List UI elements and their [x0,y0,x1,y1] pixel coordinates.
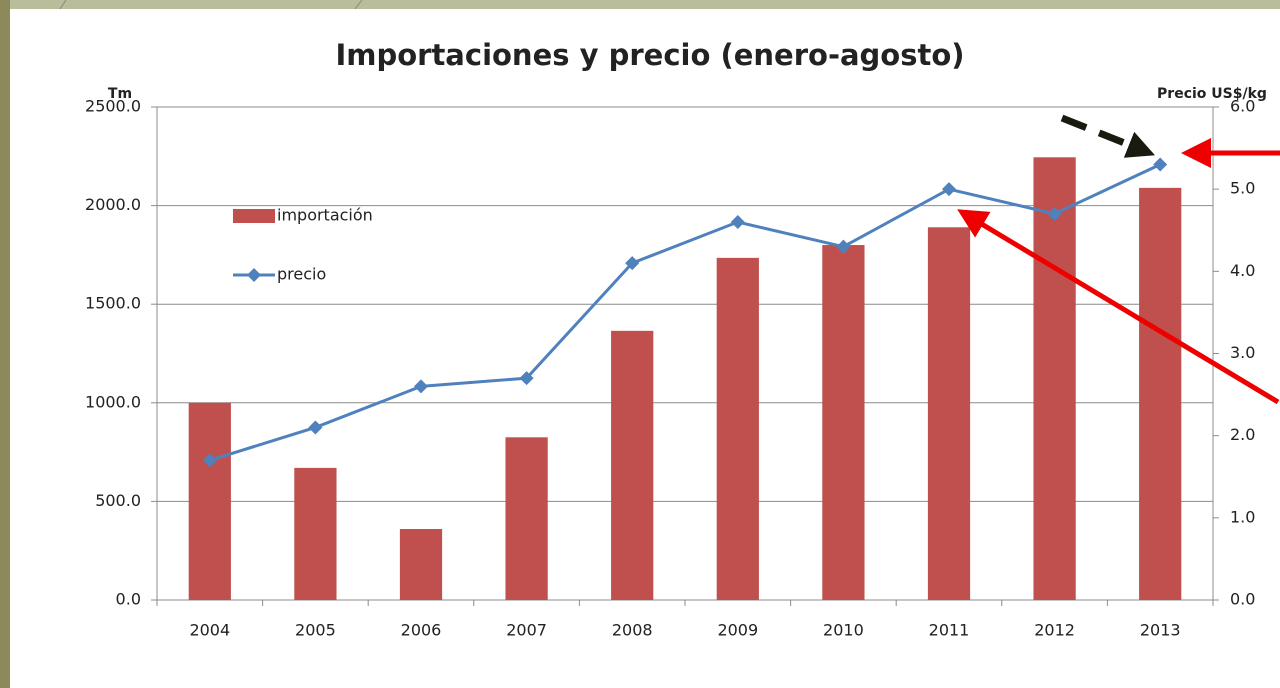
x-tick-label: 2008 [612,621,653,640]
marker [625,256,640,271]
x-tick-label: 2009 [717,621,758,640]
marker [730,215,745,230]
marker [202,453,217,468]
x-tick-label: 2011 [929,621,970,640]
bar [822,245,865,601]
legend-label: importación [277,206,373,225]
y-tick-label: 1500.0 [85,294,141,313]
x-tick-label: 2007 [506,621,547,640]
left-strip [0,0,10,688]
annotation-arrow [957,209,1280,405]
y2-tick-label: 6.0 [1230,97,1255,116]
bar [188,402,231,600]
line [209,163,1161,462]
bar [399,529,443,600]
y-axis-title: Tm [108,86,132,102]
legend-label: precio [277,265,326,284]
x-tick-label: 2005 [295,621,336,640]
marker [308,420,323,435]
legend-swatch [233,209,275,223]
y-tick-label: 0.0 [116,590,141,609]
bar [1033,157,1076,600]
y-tick-label: 500.0 [95,491,141,510]
annotation-arrow [1060,114,1155,158]
bar [294,467,337,600]
bar [716,257,759,600]
x-tick-label: 2004 [189,621,230,640]
bar [505,437,548,600]
x-tick-label: 2010 [823,621,864,640]
top-strip [0,0,1280,9]
marker [942,182,956,197]
marker [836,239,851,254]
y2-axis-title: Precio US$/kg [1157,86,1267,102]
bar [611,330,654,600]
legend-marker [247,268,261,282]
marker [414,379,428,394]
y2-tick-label: 4.0 [1230,261,1255,280]
marker [1153,157,1168,172]
bar [927,227,971,601]
marker [1047,206,1062,221]
y2-tick-label: 2.0 [1230,425,1255,444]
strip-line [59,0,67,10]
strip-line [354,0,363,10]
bar [1139,187,1182,601]
annotations [957,114,1280,405]
y2-tick-label: 1.0 [1230,507,1255,526]
x-tick-label: 2013 [1140,621,1181,640]
y2-tick-label: 3.0 [1230,343,1255,362]
y-tick-label: 2500.0 [85,97,141,116]
y2-tick-label: 0.0 [1230,590,1255,609]
chart-title: Importaciones y precio (enero-agosto) [335,38,964,72]
x-tick-label: 2012 [1034,621,1075,640]
marker [519,371,534,386]
y-tick-label: 1000.0 [85,392,141,411]
y2-tick-label: 5.0 [1230,179,1255,198]
y-tick-label: 2000.0 [85,195,141,214]
x-tick-label: 2006 [401,621,442,640]
